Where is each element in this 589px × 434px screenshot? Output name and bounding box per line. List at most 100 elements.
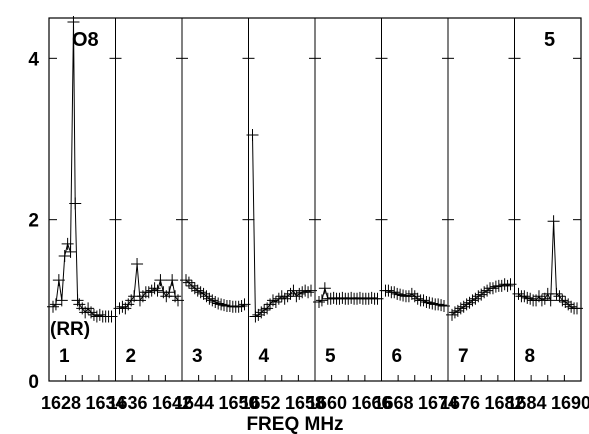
- data-point: [151, 284, 164, 297]
- panel-label: 7: [458, 346, 469, 367]
- data-point: [166, 274, 179, 287]
- series-line-panel-1: [52, 21, 112, 318]
- x-tick-label: 1682: [484, 393, 524, 413]
- data-point: [197, 287, 210, 300]
- data-point: [524, 292, 537, 305]
- data-point: [131, 258, 144, 271]
- x-tick-label: 1652: [240, 393, 280, 413]
- data-point: [388, 286, 401, 299]
- x-tick-label: 1628: [41, 393, 81, 413]
- data-point: [559, 295, 572, 308]
- polarization-label: (RR): [50, 319, 90, 340]
- data-point: [67, 16, 80, 29]
- panel-label: 5: [325, 346, 336, 367]
- data-point: [148, 282, 161, 295]
- data-point: [504, 278, 517, 291]
- data-point: [182, 276, 195, 289]
- x-tick-label: 1644: [174, 393, 214, 413]
- data-point: [544, 294, 557, 307]
- panel-label: 4: [259, 346, 270, 367]
- data-point: [55, 294, 68, 307]
- data-point: [521, 291, 534, 304]
- panel-8: 8: [512, 215, 583, 367]
- data-point: [209, 295, 222, 308]
- corner-label: 5: [544, 29, 555, 51]
- data-point: [538, 292, 551, 305]
- x-tick-label: 1684: [506, 393, 546, 413]
- data-point: [423, 296, 436, 309]
- data-point: [105, 310, 118, 323]
- panel-label: 8: [525, 346, 536, 367]
- x-tick-label: 1658: [285, 393, 325, 413]
- panel-label: 2: [126, 346, 137, 367]
- y-tick-label: 0: [28, 372, 39, 393]
- data-point: [218, 299, 231, 312]
- data-point: [486, 282, 499, 295]
- data-point: [252, 308, 265, 321]
- data-point: [371, 292, 384, 305]
- x-axis-title: FREQ MHz: [246, 414, 343, 434]
- x-tick-label: 1666: [351, 393, 391, 413]
- x-tick-label: 1650: [218, 393, 258, 413]
- data-point: [278, 292, 291, 305]
- data-point: [550, 287, 563, 300]
- data-point: [411, 292, 424, 305]
- data-point: [235, 299, 248, 312]
- data-point: [180, 274, 192, 287]
- data-point: [116, 300, 129, 313]
- data-point: [258, 304, 271, 317]
- data-point: [512, 287, 525, 300]
- data-point: [64, 245, 77, 258]
- data-point: [191, 284, 204, 297]
- data-point: [223, 299, 236, 312]
- data-point: [420, 295, 433, 308]
- data-point: [185, 279, 198, 292]
- data-point: [382, 284, 395, 297]
- panel-7: 7: [446, 278, 517, 367]
- data-point: [293, 287, 306, 300]
- data-point: [269, 295, 282, 308]
- y-tick-label: 4: [28, 49, 39, 70]
- source-label: O8: [72, 29, 99, 51]
- data-point: [61, 237, 74, 250]
- x-tick-label: 1668: [373, 393, 413, 413]
- x-tick-label: 1642: [152, 393, 192, 413]
- data-point: [302, 286, 315, 299]
- data-point: [518, 290, 531, 303]
- panel-label: 1: [59, 346, 70, 367]
- data-point: [172, 294, 184, 307]
- panel-4: 4: [246, 128, 317, 367]
- data-point: [353, 291, 366, 304]
- panel-5: 5: [313, 282, 384, 367]
- data-point: [232, 300, 245, 313]
- data-point: [391, 287, 404, 300]
- data-point: [571, 302, 583, 315]
- data-point: [69, 197, 82, 210]
- x-tick-label: 1636: [107, 393, 147, 413]
- panel-label: 6: [392, 346, 403, 367]
- panel-label: 3: [192, 346, 203, 367]
- data-point: [318, 282, 331, 295]
- data-point: [432, 298, 445, 311]
- data-point: [266, 294, 279, 307]
- panel-1: 1: [47, 16, 118, 367]
- data-point: [246, 128, 259, 141]
- panel-3: 3: [180, 274, 251, 367]
- data-point: [489, 280, 502, 293]
- data-point: [287, 284, 300, 297]
- x-tick-label: 1676: [440, 393, 480, 413]
- data-point: [547, 215, 560, 228]
- data-point: [438, 299, 450, 312]
- data-point: [215, 298, 228, 311]
- data-point: [206, 294, 219, 307]
- data-point: [481, 284, 494, 297]
- data-point: [315, 294, 328, 307]
- data-point: [47, 300, 59, 313]
- data-point: [93, 308, 106, 321]
- data-point: [417, 294, 430, 307]
- panel-2: 2: [113, 258, 184, 367]
- x-tick-label: 1690: [551, 393, 589, 413]
- data-point: [501, 279, 514, 292]
- data-point: [238, 298, 251, 311]
